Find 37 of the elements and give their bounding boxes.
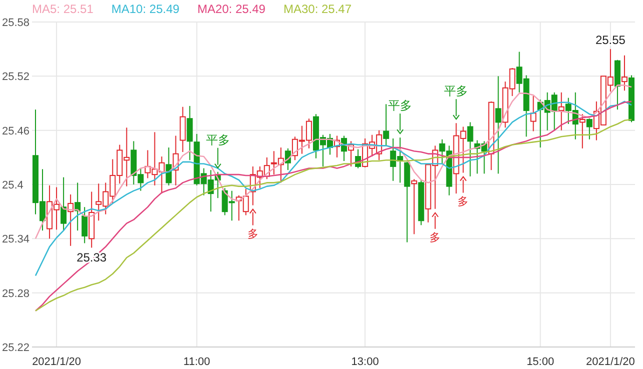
x-tick-label: 15:00 [526, 356, 554, 368]
text: MA5: 25.51 [32, 2, 94, 16]
annotation: 多 [458, 196, 469, 208]
x-tick-label: 11:00 [183, 356, 210, 368]
candlestick [621, 54, 628, 92]
candlestick [186, 105, 193, 161]
annotation: 平多 [444, 84, 468, 98]
candlestick [411, 178, 418, 235]
x-tick-label: 2021/1/20 [586, 356, 635, 368]
y-tick-label: 25.28 [2, 288, 30, 300]
text: MA30: 25.47 [283, 2, 352, 16]
y-tick-label: 25.46 [2, 125, 30, 138]
text: 25.55 [595, 33, 626, 48]
candlestick [586, 118, 592, 140]
candlestick [579, 114, 586, 149]
text: MA20: 25.49 [197, 2, 266, 16]
candlestick [82, 206, 88, 244]
candlestick [530, 96, 536, 132]
y-tick-label: 25.52 [2, 71, 30, 84]
y-tick-label: 25.22 [2, 342, 30, 354]
annotation: 多 [247, 228, 258, 240]
candlestick [467, 122, 474, 177]
candlestick [558, 92, 564, 131]
candlestick [180, 106, 186, 152]
x-tick-label: 2021/1/20 [32, 356, 82, 368]
annotation: 多 [430, 232, 441, 244]
candlestick [60, 176, 67, 232]
y-tick-label: 25.58 [2, 17, 30, 29]
text: MA10: 25.49 [111, 2, 180, 16]
annotation: 平多 [388, 98, 412, 113]
candlestick [404, 161, 410, 243]
annotation: 平多 [206, 132, 230, 147]
y-tick-label: 25.34 [2, 234, 30, 246]
y-tick-label: 25.4 [2, 180, 24, 192]
x-tick-label: 13:00 [351, 356, 379, 368]
candlestick [495, 76, 502, 174]
candlestick [383, 104, 390, 146]
